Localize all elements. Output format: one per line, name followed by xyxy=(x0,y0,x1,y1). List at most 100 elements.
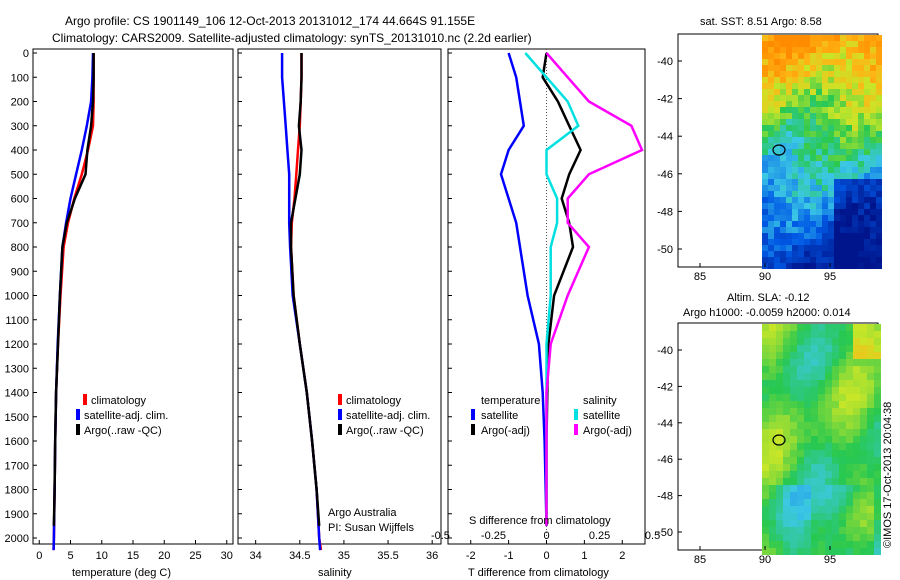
sst-cell xyxy=(864,119,870,125)
sst-cell xyxy=(864,191,870,197)
sst-cell xyxy=(798,131,804,137)
sla-cell xyxy=(776,499,783,506)
sst-cell xyxy=(834,191,840,197)
sst-map xyxy=(762,35,882,269)
sst-cell xyxy=(858,131,864,137)
sst-cell xyxy=(828,203,834,209)
sst-cell xyxy=(828,137,834,143)
sst-cell xyxy=(822,143,828,149)
sst-cell xyxy=(792,155,798,161)
sla-cell xyxy=(776,485,783,492)
sla-cell xyxy=(839,527,846,534)
sst-cell xyxy=(852,119,858,125)
sla-cell xyxy=(769,450,776,457)
sst-cell xyxy=(768,95,774,101)
sst-cell xyxy=(804,179,810,185)
map-ytick-label: -40 xyxy=(657,56,673,68)
sla-cell xyxy=(811,324,818,331)
sla-cell xyxy=(874,506,881,513)
sst-cell xyxy=(810,77,816,83)
sst-cell xyxy=(858,71,864,77)
sla-cell xyxy=(846,471,853,478)
sla-cell xyxy=(783,499,790,506)
legend-satellite-swatch xyxy=(76,409,80,420)
sst-cell xyxy=(834,131,840,137)
sla-cell xyxy=(825,450,832,457)
sst-cell xyxy=(780,47,786,53)
x-tick-label: 25 xyxy=(189,550,201,562)
sst-cell xyxy=(852,191,858,197)
x-tick-label: 36 xyxy=(426,550,438,562)
sst-cell xyxy=(798,215,804,221)
sla-cell xyxy=(832,408,839,415)
sst-cell xyxy=(864,233,870,239)
sla-cell xyxy=(811,429,818,436)
sst-cell xyxy=(774,167,780,173)
sst-cell xyxy=(774,149,780,155)
sla-cell xyxy=(811,499,818,506)
sla-cell xyxy=(769,380,776,387)
sst-cell xyxy=(876,155,882,161)
sst-cell xyxy=(804,197,810,203)
sst-cell xyxy=(810,71,816,77)
sla-cell xyxy=(818,415,825,422)
sst-cell xyxy=(798,221,804,227)
sla-cell xyxy=(853,478,860,485)
sst-cell xyxy=(834,233,840,239)
sst-cell xyxy=(792,77,798,83)
legend3-t-argo: Argo(-adj) xyxy=(481,425,530,437)
x-tick-label: 35 xyxy=(338,550,350,562)
sst-cell xyxy=(852,215,858,221)
sst-cell xyxy=(792,149,798,155)
sst-cell xyxy=(774,53,780,59)
sst-cell xyxy=(846,35,852,41)
sst-cell xyxy=(768,83,774,89)
sla-cell xyxy=(860,366,867,373)
sla-cell xyxy=(846,527,853,534)
sla-cell xyxy=(818,548,825,555)
series-line-argo-raw-qc- xyxy=(52,53,95,526)
sst-cell xyxy=(870,131,876,137)
sla-cell xyxy=(818,457,825,464)
sla-cell xyxy=(839,422,846,429)
sla-cell xyxy=(769,338,776,345)
sst-cell xyxy=(834,179,840,185)
sst-cell xyxy=(828,257,834,263)
sla-cell xyxy=(797,366,804,373)
sla-cell xyxy=(818,324,825,331)
sla-cell xyxy=(825,471,832,478)
sst-cell xyxy=(792,119,798,125)
sst-cell xyxy=(798,53,804,59)
sst-cell xyxy=(768,125,774,131)
sla-cell xyxy=(825,513,832,520)
sst-cell xyxy=(822,119,828,125)
sst-cell xyxy=(846,101,852,107)
argo-location-marker xyxy=(772,144,786,156)
sst-cell xyxy=(804,35,810,41)
sst-cell xyxy=(852,185,858,191)
sst-cell xyxy=(768,197,774,203)
x-tick-label: 35.5 xyxy=(377,550,398,562)
sst-cell xyxy=(762,221,768,227)
sla-cell xyxy=(776,506,783,513)
sst-cell xyxy=(876,89,882,95)
sst-cell xyxy=(768,239,774,245)
sla-cell xyxy=(769,359,776,366)
sla-cell xyxy=(811,373,818,380)
map-ytick-label: -48 xyxy=(657,491,673,503)
sla-cell xyxy=(818,387,825,394)
sla-cell xyxy=(874,352,881,359)
sst-cell xyxy=(816,35,822,41)
sst-cell xyxy=(786,143,792,149)
sst-cell xyxy=(774,47,780,53)
sst-cell xyxy=(780,221,786,227)
credit-line2: PI: Susan Wijffels xyxy=(328,522,414,534)
diff-series-1 xyxy=(541,52,582,526)
sst-cell xyxy=(774,185,780,191)
sla-cell xyxy=(846,492,853,499)
sla-cell xyxy=(790,401,797,408)
sla-cell xyxy=(762,380,769,387)
sst-cell xyxy=(804,191,810,197)
sst-cell xyxy=(822,95,828,101)
sst-cell xyxy=(810,119,816,125)
